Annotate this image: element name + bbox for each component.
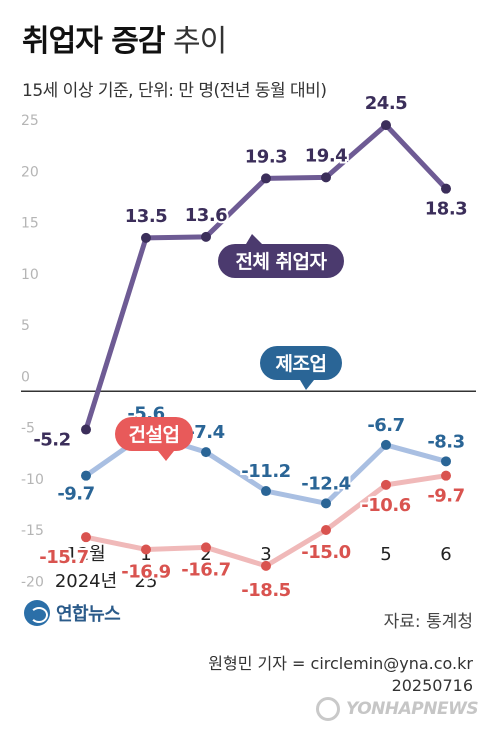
legend-callout-tail <box>246 234 262 244</box>
legend-callout-3 <box>115 417 193 451</box>
data-point <box>381 120 391 131</box>
y-tick-label: -20 <box>21 574 44 590</box>
x-tick-label: 5 <box>380 544 391 565</box>
data-label: -15.7 <box>39 547 88 568</box>
source-note: 자료: 통계청 <box>383 612 473 632</box>
date-code: 20250716 <box>391 676 473 695</box>
watermark-text: YONHAPNEWS <box>346 699 479 719</box>
data-point <box>321 525 331 535</box>
data-point <box>321 172 331 183</box>
data-label: 19.3 <box>245 146 287 167</box>
yonhap-logo-icon <box>24 600 50 626</box>
data-label: -15.0 <box>301 542 350 563</box>
title-strong: 취업자 증감 <box>22 24 165 59</box>
x-tick-sublabel: 2024년 <box>55 571 117 592</box>
data-label: -6.7 <box>367 415 404 436</box>
data-point <box>261 486 271 497</box>
data-label: 18.3 <box>425 199 467 220</box>
data-point <box>441 456 451 467</box>
data-point <box>381 439 391 450</box>
watermark: YONHAPNEWS <box>316 697 479 721</box>
x-tick-label: 4 <box>320 544 331 565</box>
y-tick-label: 15 <box>21 216 39 232</box>
legend-callout-tail <box>300 380 314 390</box>
data-label: -12.4 <box>301 473 350 494</box>
data-label: -7.4 <box>187 422 224 443</box>
chart-subtitle: 15세 이상 기준, 단위: 만 명(전년 동월 대비) <box>22 81 327 101</box>
x-tick-label: 1 <box>140 544 151 565</box>
data-label: -9.7 <box>427 486 464 507</box>
y-tick-label: -5 <box>21 421 35 437</box>
x-tick-label: 3 <box>260 544 271 565</box>
data-point <box>81 424 91 435</box>
data-label: -10.6 <box>361 495 410 516</box>
data-label: 19.4 <box>305 145 347 166</box>
yonhap-logo: 연합뉴스 <box>24 600 121 626</box>
data-point <box>441 470 451 481</box>
line-chart: 25 20 15 10 5 0 -5 -10 -15 -20 12월 2024년 1 25 2 3 4 5 6 -5.… <box>21 91 476 600</box>
data-label: -5.2 <box>33 430 70 451</box>
x-tick-label: 6 <box>440 544 451 565</box>
data-label: -9.7 <box>57 484 94 505</box>
title-light: 추이 <box>173 24 227 59</box>
y-tick-label: 0 <box>21 369 30 385</box>
data-point <box>381 479 391 490</box>
y-tick-label: 25 <box>21 113 39 129</box>
y-tick-label: -10 <box>21 472 44 488</box>
data-label: -16.7 <box>181 559 230 580</box>
data-point <box>81 470 91 481</box>
data-point <box>261 560 271 571</box>
data-label: -11.2 <box>241 461 290 482</box>
data-point <box>141 232 151 243</box>
legend-callout-tail <box>158 451 174 461</box>
reporter-email: 원형민 기자 = circlemin@yna.co.kr <box>208 654 473 673</box>
data-label: 13.5 <box>125 206 167 227</box>
logo-text: 연합뉴스 <box>56 604 121 625</box>
y-tick-label: 10 <box>21 267 39 283</box>
reporter-credit: 원형민 기자 = circlemin@yna.co.kr 20250716 <box>208 653 473 697</box>
x-tick-label: 2 <box>200 544 211 565</box>
data-point <box>141 544 151 555</box>
data-point <box>201 542 211 553</box>
data-point <box>441 183 451 194</box>
data-point <box>321 498 331 509</box>
data-point <box>201 231 211 242</box>
y-tick-label: -15 <box>21 523 44 539</box>
legend-label-3: 건설업 <box>129 424 180 446</box>
data-label: 24.5 <box>365 93 407 114</box>
y-tick-label: 20 <box>21 164 39 180</box>
x-tick-label: 12월 <box>66 544 105 565</box>
legend-label-1: 전체 취업자 <box>235 251 327 273</box>
chart-title: 취업자 증감 추이 <box>22 16 227 60</box>
legend-label-2: 제조업 <box>276 353 327 375</box>
data-point <box>81 532 91 543</box>
x-tick-sublabel: 25 <box>135 571 158 592</box>
data-label: -18.5 <box>241 580 290 600</box>
data-point <box>201 447 211 458</box>
legend-callout-2 <box>260 346 342 380</box>
legend-callout-1 <box>218 244 344 278</box>
data-point <box>261 173 271 184</box>
watermark-icon <box>316 697 340 721</box>
data-label: -8.3 <box>427 431 464 452</box>
y-tick-label: 5 <box>21 318 30 334</box>
data-label: 13.6 <box>185 205 227 226</box>
data-label: -16.9 <box>121 561 170 582</box>
